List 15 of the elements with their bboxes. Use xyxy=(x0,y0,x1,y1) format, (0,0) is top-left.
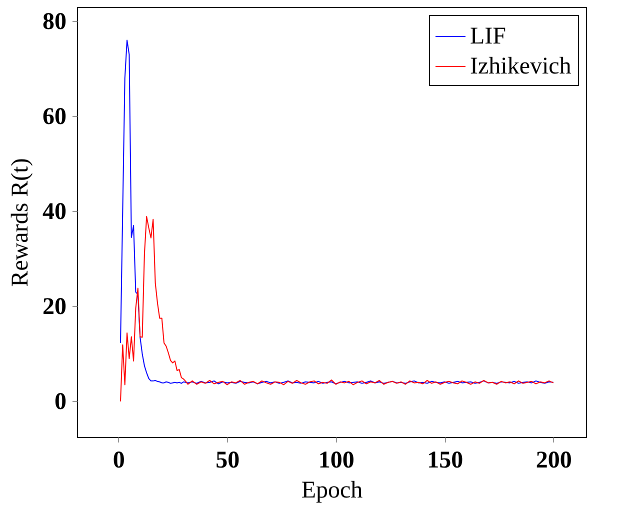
legend-label: Izhikevich xyxy=(470,54,572,80)
x-tick-label: 200 xyxy=(536,448,572,474)
y-tick-label: 20 xyxy=(42,294,66,320)
legend-label: LIF xyxy=(470,24,506,50)
x-axis-title: Epoch xyxy=(301,478,363,504)
y-tick-label: 0 xyxy=(54,388,66,415)
x-tick-label: 50 xyxy=(216,448,240,474)
x-tick-label: 150 xyxy=(427,448,464,474)
y-tick-label: 40 xyxy=(42,198,66,225)
y-axis-title: Rewards R(t) xyxy=(8,158,34,287)
line-series xyxy=(120,216,554,402)
y-tick-label: 80 xyxy=(42,8,66,35)
x-tick-label: 0 xyxy=(112,448,125,474)
y-tick-label: 60 xyxy=(42,104,66,130)
x-tick-label: 100 xyxy=(318,448,354,474)
